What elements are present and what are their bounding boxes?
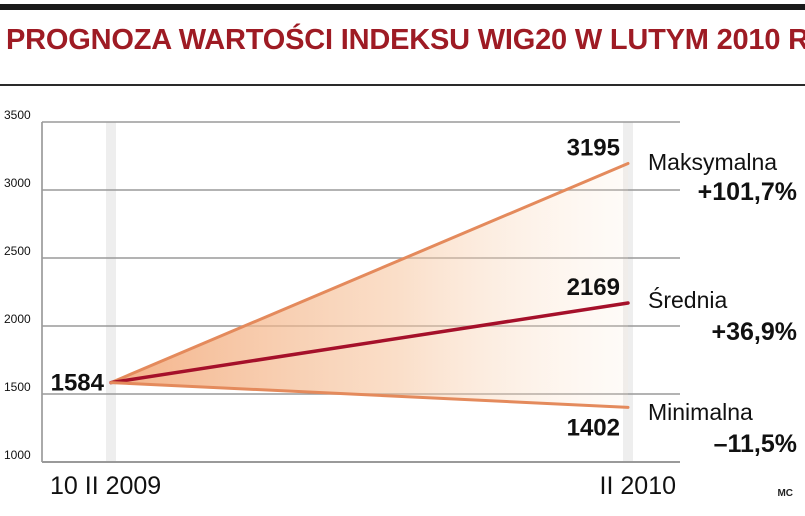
series-change-min: –11,5%	[714, 430, 797, 458]
series-change-avg: +36,9%	[712, 318, 798, 346]
data-label-max: 3195	[567, 134, 620, 161]
series-name-avg: Średnia	[648, 286, 727, 313]
data-label-avg: 2169	[567, 274, 620, 301]
y-tick-label: 3500	[4, 108, 31, 122]
title-rule	[0, 84, 805, 86]
series-line-max	[109, 161, 630, 385]
start-value-label: 1584	[51, 370, 105, 397]
y-tick-label: 1000	[4, 448, 31, 462]
series-line-min	[109, 381, 630, 409]
fan-area	[111, 163, 628, 408]
series-name-min: Minimalna	[648, 399, 753, 425]
x-tick-label: II 2010	[600, 472, 676, 500]
fan-fill	[111, 163, 628, 408]
series-line-avg	[109, 301, 630, 385]
credit: MC	[777, 488, 793, 499]
data-label-min: 1402	[567, 414, 620, 441]
series-change-max: +101,7%	[698, 178, 797, 206]
y-tick-label: 1500	[4, 380, 31, 394]
x-guide-band-0	[106, 122, 116, 462]
y-tick-label: 2500	[4, 244, 31, 258]
y-tick-label: 2000	[4, 312, 31, 326]
chart-labels: 1000 1500 2000 2500 3000 3500 10 II 2009 II 201…	[4, 108, 797, 500]
top-rule	[0, 4, 805, 10]
x-tick-label: 10 II 2009	[50, 472, 161, 500]
series-name-max: Maksymalna	[648, 149, 777, 175]
chart-title: PROGNOZA WARTOŚCI INDEKSU WIG20 W LUTYM …	[6, 24, 805, 56]
y-tick-label: 3000	[4, 176, 31, 190]
series-lines	[109, 161, 630, 409]
